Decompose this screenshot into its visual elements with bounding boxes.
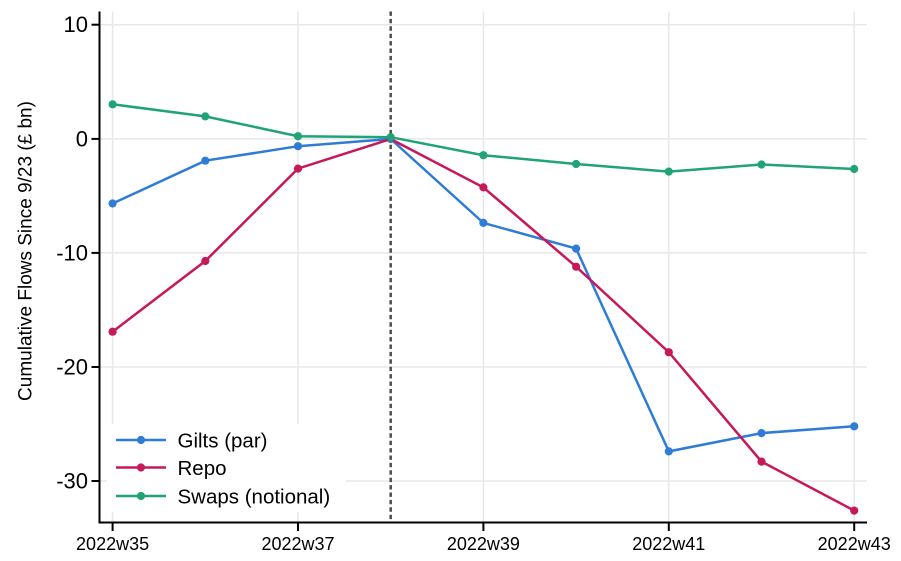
svg-text:2022w35: 2022w35: [76, 534, 149, 554]
svg-text:-30: -30: [56, 469, 88, 494]
svg-text:0: 0: [76, 126, 88, 151]
svg-text:2022w39: 2022w39: [447, 534, 520, 554]
svg-text:-10: -10: [56, 240, 88, 265]
svg-text:10: 10: [64, 12, 88, 37]
svg-text:2022w41: 2022w41: [632, 534, 705, 554]
svg-text:Repo: Repo: [178, 457, 227, 480]
svg-text:Swaps (notional): Swaps (notional): [178, 485, 331, 508]
svg-text:Gilts (par): Gilts (par): [178, 429, 268, 452]
svg-text:2022w37: 2022w37: [261, 534, 334, 554]
svg-text:2022w43: 2022w43: [818, 534, 891, 554]
svg-text:Cumulative Flows Since 9/23 (£: Cumulative Flows Since 9/23 (£ bn): [16, 101, 37, 401]
svg-text:-20: -20: [56, 355, 88, 380]
